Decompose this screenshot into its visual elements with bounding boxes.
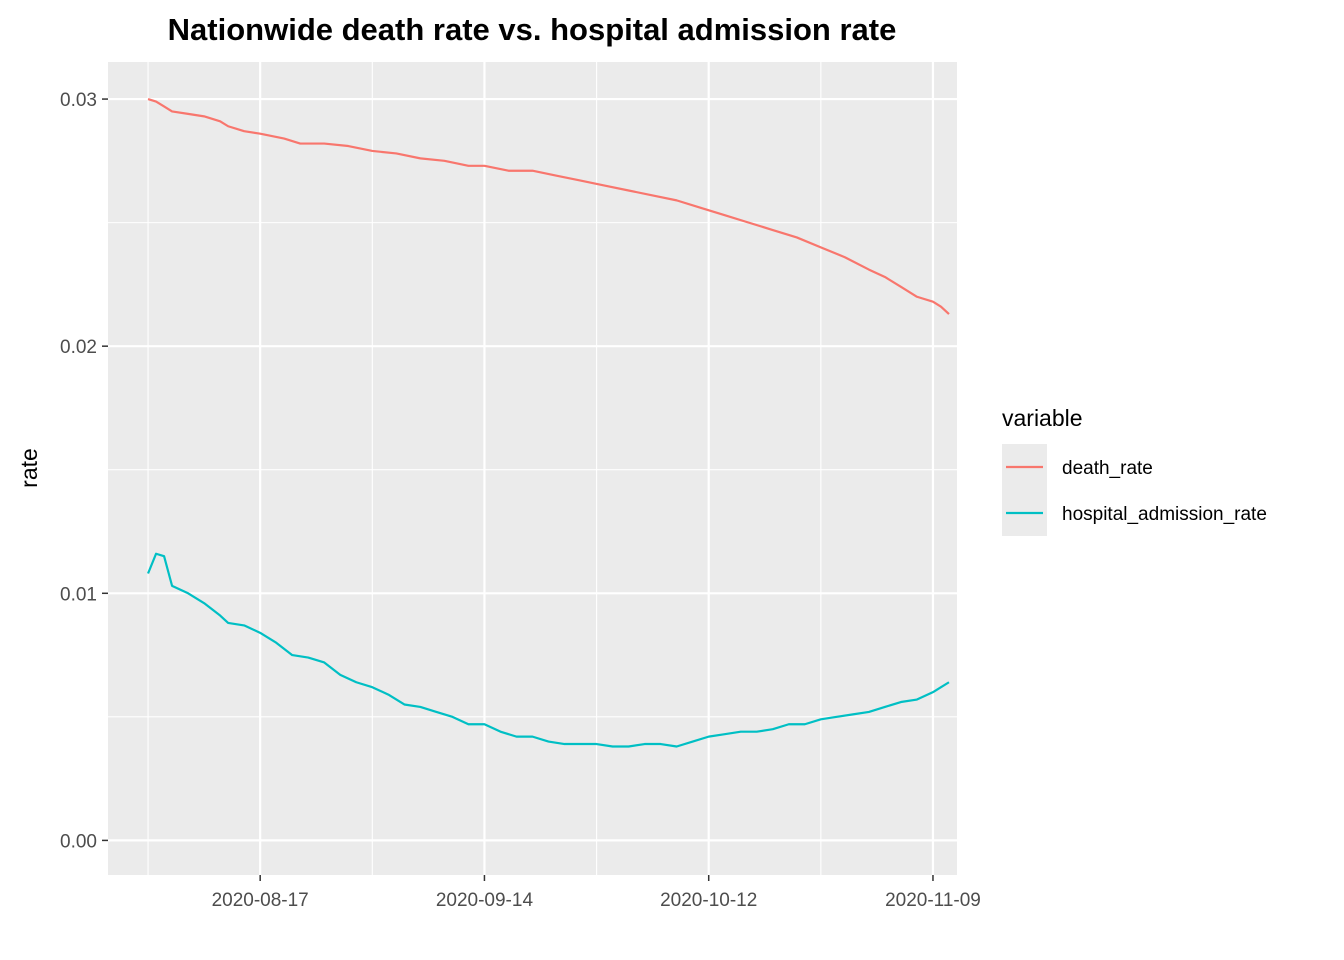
plot-panel [108, 62, 957, 875]
legend-title: variable [1002, 405, 1083, 431]
x-tick-label: 2020-10-12 [660, 890, 757, 911]
y-tick-label: 0.00 [60, 831, 97, 852]
y-tick-label: 0.03 [60, 90, 97, 111]
x-axis: 2020-08-17 2020-09-14 2020-10-12 2020-11-09 [212, 875, 981, 911]
x-tick-label: 2020-09-14 [436, 890, 534, 911]
y-axis: 0.00 0.01 0.02 0.03 [60, 90, 108, 852]
y-tick-label: 0.02 [60, 337, 97, 358]
series-line-hospital-admission-rate [147, 552, 950, 748]
y-tick-label: 0.01 [60, 584, 97, 605]
series-lines [147, 98, 950, 748]
chart-title: Nationwide death rate vs. hospital admis… [168, 12, 897, 47]
legend-label-hospital-admission-rate: hospital_admission_rate [1062, 504, 1267, 525]
series-line-death-rate [147, 98, 950, 315]
minor-gridlines [108, 62, 957, 875]
major-gridlines [108, 62, 957, 875]
x-tick-label: 2020-11-09 [885, 890, 981, 911]
x-tick-label: 2020-08-17 [212, 890, 309, 911]
y-axis-title: rate [16, 448, 42, 488]
legend: variable death_rate hospital_admission_ra… [1002, 405, 1267, 536]
legend-label-death-rate: death_rate [1062, 458, 1153, 479]
